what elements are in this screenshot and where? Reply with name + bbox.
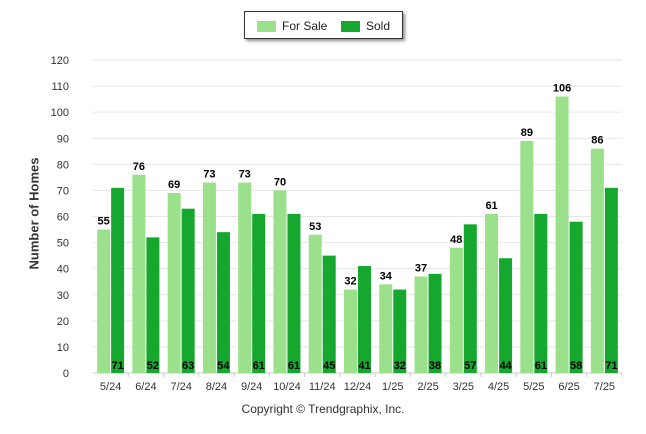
data-label-sold: 45	[323, 360, 335, 372]
bar-for-sale	[273, 190, 287, 373]
x-tick-label: 8/24	[206, 381, 227, 393]
bar-sold	[499, 258, 513, 373]
x-tick-label: 4/25	[488, 381, 509, 393]
data-label-for-sale: 73	[203, 169, 215, 181]
y-tick-label: 110	[51, 81, 69, 93]
bar-sold	[534, 213, 548, 373]
y-tick-label: 20	[57, 316, 69, 328]
data-label-for-sale: 55	[98, 216, 110, 228]
bar-sold	[216, 232, 230, 373]
bar-sold	[569, 221, 583, 373]
bar-sold	[181, 208, 195, 373]
legend-label-for-sale: For Sale	[282, 19, 328, 33]
data-label-sold: 57	[464, 360, 476, 372]
x-tick-label: 12/24	[344, 381, 372, 393]
bar-for-sale	[555, 96, 569, 374]
data-label-sold: 71	[112, 360, 124, 372]
data-label-sold: 61	[535, 360, 547, 372]
y-tick-label: 100	[51, 107, 69, 119]
data-label-sold: 52	[147, 360, 159, 372]
x-tick-label: 5/24	[100, 381, 121, 393]
x-tick-label: 10/24	[273, 381, 301, 393]
data-label-for-sale: 89	[521, 127, 533, 139]
bar-for-sale	[344, 289, 357, 373]
data-label-for-sale: 32	[344, 276, 356, 288]
data-label-sold: 32	[394, 360, 406, 372]
bar-for-sale	[308, 234, 322, 373]
y-tick-label: 70	[57, 185, 69, 197]
y-tick-label: 30	[57, 290, 69, 302]
legend-label-sold: Sold	[366, 19, 391, 33]
y-tick-label: 120	[51, 55, 69, 67]
data-label-for-sale: 34	[380, 270, 393, 282]
legend-item-for-sale[interactable]: For Sale	[257, 18, 327, 34]
legend-swatch-for-sale	[257, 20, 276, 32]
bar-for-sale	[167, 193, 181, 373]
bar-sold	[428, 273, 442, 373]
data-label-sold: 61	[253, 360, 265, 372]
data-label-for-sale: 48	[450, 234, 462, 246]
data-label-sold: 44	[499, 360, 512, 372]
data-label-sold: 61	[288, 360, 300, 372]
x-tick-label: 7/25	[594, 381, 615, 393]
data-label-sold: 71	[605, 360, 617, 372]
bar-for-sale	[379, 284, 393, 373]
bar-for-sale	[449, 247, 463, 373]
bar-for-sale	[520, 140, 534, 373]
bar-sold	[463, 224, 477, 373]
y-tick-label: 10	[57, 342, 69, 354]
bar-sold	[146, 237, 160, 373]
bar-for-sale	[202, 182, 216, 373]
y-tick-label: 0	[63, 368, 69, 380]
y-tick-label: 90	[57, 133, 69, 145]
copyright-text: Copyright © Trendgraphix, Inc.	[241, 402, 405, 416]
x-tick-label: 6/24	[135, 381, 156, 393]
y-tick-label: 60	[57, 212, 69, 224]
data-label-for-sale: 37	[415, 262, 427, 274]
x-tick-label: 6/25	[558, 381, 579, 393]
bar-for-sale	[132, 174, 146, 373]
x-tick-label: 5/25	[523, 381, 544, 393]
x-tick-label: 11/24	[309, 381, 336, 393]
x-tick-label: 7/24	[170, 381, 191, 393]
data-label-for-sale: 86	[591, 135, 603, 147]
bar-for-sale	[97, 229, 111, 373]
x-tick-label: 9/24	[241, 381, 262, 393]
data-label-for-sale: 69	[168, 179, 180, 191]
bar-sold	[358, 266, 371, 373]
bar-sold	[287, 213, 301, 373]
legend: For Sale Sold	[244, 11, 403, 39]
legend-swatch-sold	[341, 20, 360, 32]
x-tick-label: 2/25	[417, 381, 438, 393]
bar-for-sale	[414, 276, 428, 373]
bar-sold	[111, 187, 125, 373]
x-tick-label: 3/25	[453, 381, 474, 393]
x-tick-label: 1/25	[382, 381, 403, 393]
bar-sold	[252, 213, 266, 373]
bar-for-sale	[590, 148, 604, 373]
y-tick-label: 50	[57, 238, 69, 250]
y-tick-label: 40	[57, 264, 69, 276]
data-label-sold: 54	[217, 360, 230, 372]
legend-item-sold[interactable]: Sold	[341, 18, 390, 34]
bar-sold	[393, 289, 407, 373]
bar-sold	[604, 187, 618, 373]
data-label-for-sale: 61	[485, 200, 497, 212]
data-label-for-sale: 106	[553, 83, 571, 95]
y-tick-label: 80	[57, 159, 69, 171]
data-label-for-sale: 73	[239, 169, 251, 181]
bar-for-sale	[485, 213, 499, 373]
data-label-sold: 41	[358, 360, 370, 372]
data-label-sold: 38	[429, 360, 441, 372]
data-label-sold: 63	[182, 360, 194, 372]
data-label-for-sale: 70	[274, 176, 286, 188]
bar-for-sale	[238, 182, 252, 373]
data-label-sold: 58	[570, 360, 582, 372]
bar-sold	[322, 255, 336, 373]
data-label-for-sale: 53	[309, 221, 321, 233]
data-label-for-sale: 76	[133, 161, 145, 173]
